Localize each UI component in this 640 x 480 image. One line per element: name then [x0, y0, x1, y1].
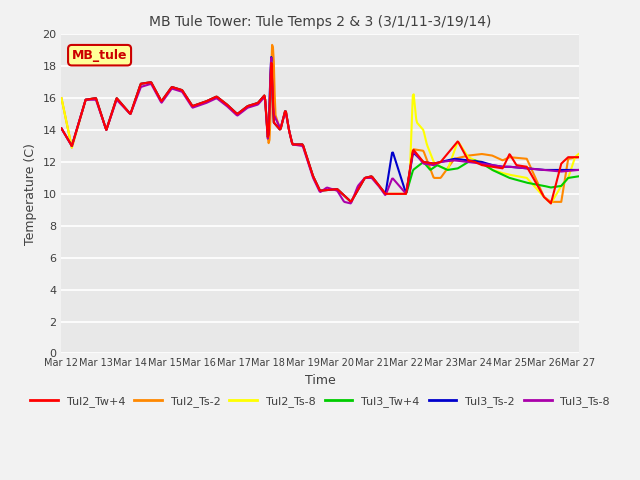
- X-axis label: Time: Time: [305, 374, 335, 387]
- Text: MB_tule: MB_tule: [72, 48, 127, 62]
- Y-axis label: Temperature (C): Temperature (C): [24, 143, 37, 245]
- Title: MB Tule Tower: Tule Temps 2 & 3 (3/1/11-3/19/14): MB Tule Tower: Tule Temps 2 & 3 (3/1/11-…: [149, 15, 491, 29]
- Legend: Tul2_Tw+4, Tul2_Ts-2, Tul2_Ts-8, Tul3_Tw+4, Tul3_Ts-2, Tul3_Ts-8: Tul2_Tw+4, Tul2_Ts-2, Tul2_Ts-8, Tul3_Tw…: [26, 392, 614, 412]
